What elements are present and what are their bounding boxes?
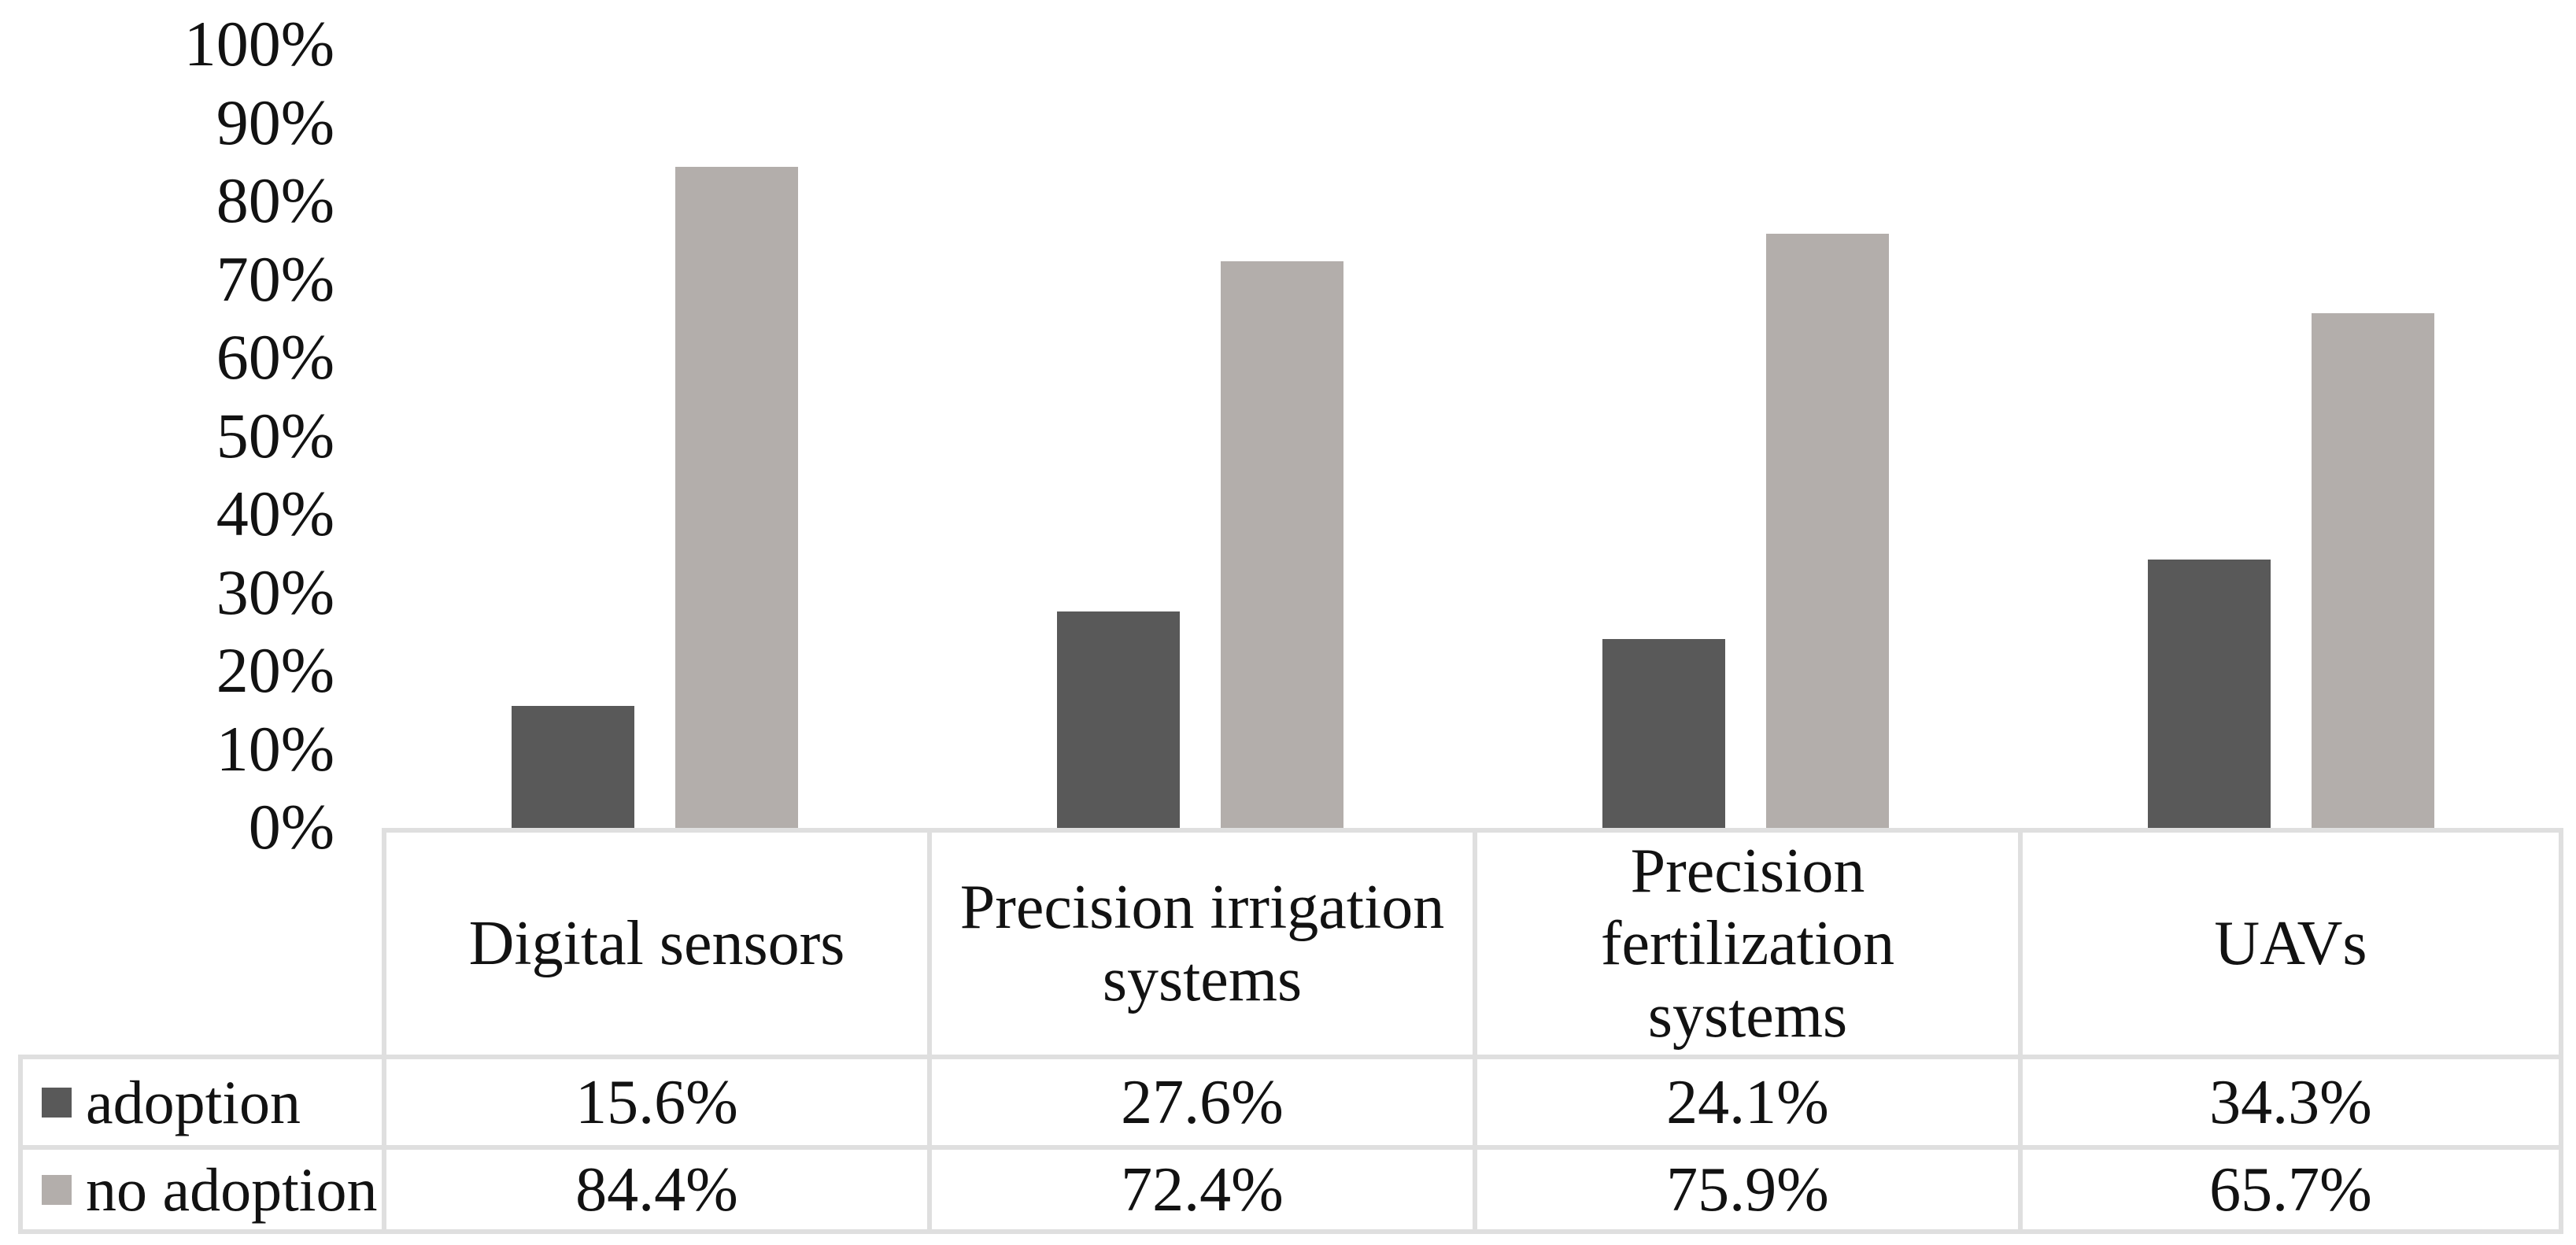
category-header-digital-sensors: Digital sensors (382, 828, 927, 1055)
category-header-precision-irrigation-systems: Precision irrigation systems (927, 828, 1473, 1055)
bar-adoption-uavs (2147, 560, 2271, 828)
category-header-precision-fertilization-systems: Precision fertilization systems (1473, 828, 2018, 1055)
bar-adoption-precision-irrigation-systems (1056, 611, 1180, 828)
bar-no-adoption-precision-fertilization-systems (1765, 234, 1889, 828)
series-label-adoption: adoption (86, 1067, 301, 1136)
y-axis-tick-label: 10% (216, 712, 334, 785)
legend-cell-no-adoption: no adoption (18, 1145, 382, 1234)
y-axis-tick-label: 100% (183, 8, 334, 79)
value-cell-adoption-precision-fertilization-systems: 24.1% (1473, 1055, 2018, 1145)
value-cell-no-adoption-digital-sensors: 84.4% (382, 1145, 927, 1234)
legend-cell-adoption: adoption (18, 1055, 382, 1145)
value-cell-adoption-precision-irrigation-systems: 27.6% (927, 1055, 1473, 1145)
value-cell-no-adoption-precision-irrigation-systems: 72.4% (927, 1145, 1473, 1234)
y-axis-tick-label: 80% (216, 164, 334, 236)
bar-no-adoption-precision-irrigation-systems (1220, 261, 1343, 828)
value-cell-adoption-uavs: 34.3% (2018, 1055, 2563, 1145)
value-cell-adoption-digital-sensors: 15.6% (382, 1055, 927, 1145)
y-axis-tick-label: 90% (216, 86, 334, 158)
bar-no-adoption-uavs (2311, 313, 2434, 828)
value-cell-no-adoption-uavs: 65.7% (2018, 1145, 2563, 1234)
bar-adoption-precision-fertilization-systems (1602, 639, 1725, 828)
legend-key-no-adoption-icon (42, 1174, 72, 1205)
y-axis-tick-label: 60% (216, 321, 334, 393)
y-axis-tick-label: 70% (216, 242, 334, 315)
value-cell-no-adoption-precision-fertilization-systems: 75.9% (1473, 1145, 2018, 1234)
legend-key-adoption-icon (42, 1087, 72, 1118)
category-header-uavs: UAVs (2018, 828, 2563, 1055)
y-axis-tick-label: 40% (216, 478, 334, 549)
y-axis-tick-label: 30% (216, 556, 334, 628)
bar-adoption-digital-sensors (511, 706, 634, 828)
bar-no-adoption-digital-sensors (674, 167, 798, 828)
y-axis-tick-label: 50% (216, 399, 334, 471)
y-axis-tick-label: 0% (248, 791, 334, 863)
series-label-no-adoption: no adoption (86, 1154, 378, 1224)
y-axis-tick-label: 20% (216, 634, 334, 706)
